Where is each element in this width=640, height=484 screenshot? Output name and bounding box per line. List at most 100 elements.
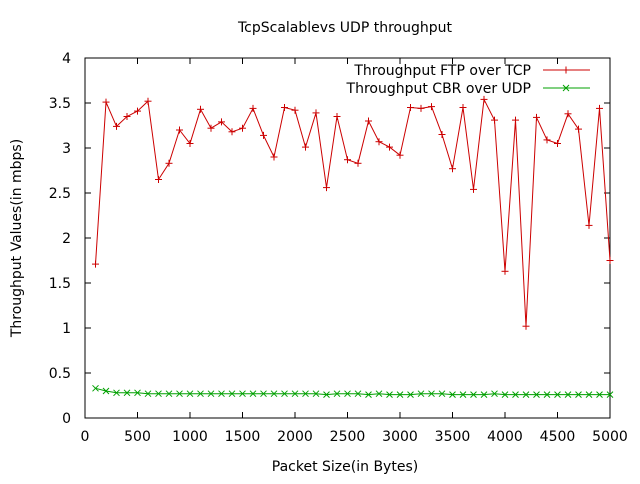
data-point: [197, 105, 204, 113]
chart-title: TcpScalablevs UDP throughput: [237, 20, 452, 36]
data-point: [92, 260, 99, 268]
data-point: [417, 390, 425, 398]
data-point: [134, 389, 141, 397]
data-point: [428, 103, 435, 111]
legend-label: Throughput CBR over UDP: [346, 81, 531, 97]
data-point: [323, 391, 330, 398]
x-tick-label: 2500: [330, 429, 366, 445]
data-point: [228, 128, 236, 136]
data-point: [92, 384, 99, 392]
data-point: [186, 140, 194, 147]
data-point: [291, 390, 299, 398]
series-line: [95, 97, 611, 327]
data-point: [333, 113, 341, 120]
data-point: [491, 116, 498, 124]
x-tick-label: 4000: [487, 429, 523, 445]
data-point: [480, 95, 488, 103]
data-point: [449, 391, 456, 398]
data-point: [134, 107, 141, 115]
data-point: [407, 391, 414, 398]
data-point: [396, 391, 404, 398]
y-tick-label: 0.5: [49, 366, 71, 382]
x-tick-label: 1500: [225, 429, 261, 445]
data-point: [260, 131, 267, 139]
data-point: [312, 109, 320, 117]
data-point: [207, 124, 215, 132]
y-tick-label: 2: [62, 231, 71, 247]
data-point: [375, 138, 383, 146]
data-point: [218, 390, 225, 398]
data-point: [144, 390, 152, 398]
data-point: [155, 390, 162, 398]
data-point: [575, 125, 582, 133]
data-point: [396, 151, 404, 159]
data-point: [270, 153, 278, 161]
data-point: [459, 391, 467, 398]
legend-item: Throughput CBR over UDP: [346, 81, 590, 97]
data-point: [102, 387, 110, 395]
data-point: [354, 159, 362, 167]
x-tick-label: 1000: [172, 429, 208, 445]
y-tick-label: 2.5: [49, 186, 71, 202]
data-point: [512, 391, 519, 398]
data-point: [606, 257, 614, 264]
axes-layer: 0 500 1000 1500 2000 2500 3000 3500 4000 4500 5000…: [49, 51, 628, 445]
data-point: [386, 391, 393, 398]
data-point: [459, 104, 467, 111]
data-point: [197, 390, 204, 398]
data-point: [606, 391, 614, 398]
y-tick-label: 0: [62, 411, 71, 427]
data-point: [470, 391, 477, 398]
x-tick-label: 3500: [435, 429, 471, 445]
data-point: [113, 389, 120, 397]
x-tick-label: 500: [124, 429, 151, 445]
legend-label: Throughput FTP over TCP: [353, 63, 531, 79]
data-point: [260, 390, 267, 398]
data-point: [323, 184, 330, 192]
data-point: [155, 176, 162, 183]
x-axis-label: Packet Size(in Bytes): [272, 459, 418, 475]
y-tick-label: 1.5: [49, 276, 71, 292]
data-point: [543, 136, 551, 144]
data-point: [554, 391, 561, 398]
data-point: [291, 106, 299, 114]
y-tick-label: 3.5: [49, 96, 71, 112]
x-tick-label: 3000: [382, 429, 418, 445]
data-point: [564, 391, 572, 398]
data-point: [522, 322, 530, 330]
data-point: [239, 124, 246, 132]
data-point: [480, 391, 488, 398]
data-point: [123, 389, 131, 397]
data-point: [354, 390, 362, 398]
y-axis-label: Throughput Values(in mbps): [9, 139, 25, 338]
legend-item: Throughput FTP over TCP: [353, 63, 590, 79]
data-point: [375, 390, 383, 398]
data-point: [575, 391, 582, 398]
data-point: [438, 131, 446, 138]
data-point: [302, 143, 309, 151]
y-tick-label: 3: [62, 141, 71, 157]
series-2: [92, 384, 614, 398]
legend-marker: [562, 84, 570, 92]
data-point: [585, 221, 593, 229]
data-point: [438, 390, 446, 398]
data-point: [470, 185, 477, 193]
data-point: [585, 391, 593, 398]
data-point: [501, 391, 509, 398]
data-point: [596, 104, 603, 112]
data-point: [165, 159, 173, 167]
data-point: [270, 390, 278, 398]
y-tick-label: 4: [62, 51, 71, 67]
data-point: [543, 391, 551, 398]
data-point: [344, 390, 351, 398]
data-point: [165, 390, 173, 398]
data-point: [186, 390, 194, 398]
x-tick-label: 4500: [540, 429, 576, 445]
data-point: [428, 390, 435, 398]
series-line: [95, 387, 610, 396]
data-point: [281, 104, 288, 111]
data-point: [249, 104, 257, 112]
data-point: [417, 104, 425, 112]
